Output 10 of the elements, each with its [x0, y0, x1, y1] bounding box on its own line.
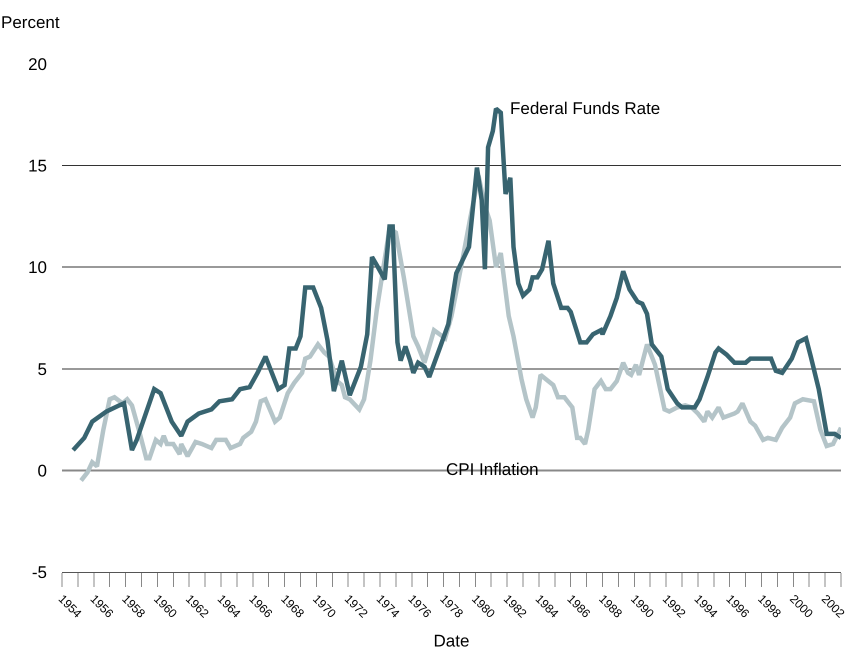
- text: CPI Inflation: [446, 460, 539, 479]
- y-tick-label: 0: [38, 461, 47, 480]
- y-tick-label: 20: [28, 54, 47, 74]
- y-tick-label: 15: [28, 156, 47, 176]
- y-tick-label: -5: [32, 562, 47, 582]
- y-axis-title: Percent: [1, 13, 60, 32]
- y-tick-label: 10: [28, 258, 47, 278]
- x-axis-title: Date: [434, 631, 470, 650]
- series-label: Federal Funds Rate: [510, 99, 660, 118]
- y-tick-label: 5: [38, 360, 47, 379]
